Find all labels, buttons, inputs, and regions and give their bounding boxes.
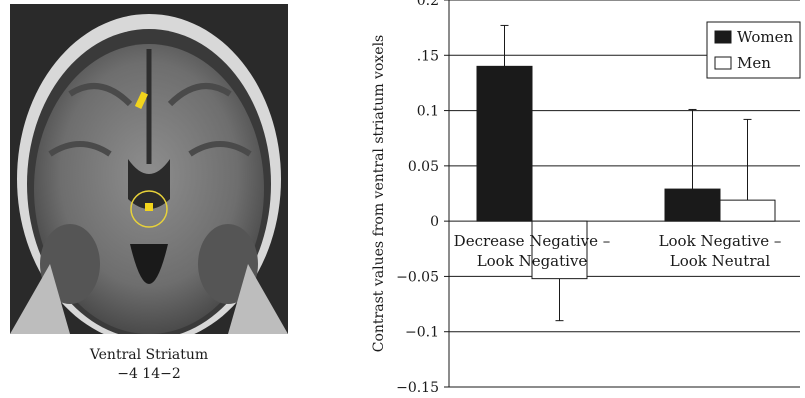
category-label-1-line0: Look Negative – bbox=[659, 232, 782, 250]
category-label-1-line1: Look Neutral bbox=[670, 252, 771, 270]
region-highlight-circle bbox=[130, 190, 168, 228]
category-label-0-line1: Look Negative bbox=[477, 252, 588, 270]
bar-women-0 bbox=[476, 65, 533, 222]
legend: Women Men bbox=[706, 21, 801, 79]
brain-caption-line1: Ventral Striatum bbox=[89, 347, 209, 363]
y-tick-label: 0 bbox=[430, 214, 439, 230]
y-tick-label: −0.1 bbox=[405, 325, 439, 341]
error-bars bbox=[500, 24, 752, 322]
bar-women-1 bbox=[664, 188, 721, 222]
legend-label-women: Women bbox=[737, 28, 794, 46]
y-tick-label: −0.05 bbox=[396, 269, 439, 285]
y-tick-label: 0.1 bbox=[417, 104, 439, 120]
y-tick-label: 0.05 bbox=[408, 159, 439, 175]
bar-men-1 bbox=[719, 199, 776, 222]
y-tick-label: .15 bbox=[417, 48, 439, 64]
brain-caption-line2: −4 14−2 bbox=[117, 366, 181, 382]
y-tick-label: 0.2 bbox=[417, 0, 439, 9]
legend-swatch-women bbox=[714, 30, 732, 44]
brain-scan-image bbox=[10, 4, 288, 334]
legend-swatch-men bbox=[714, 56, 732, 70]
y-tick-label: −0.15 bbox=[396, 380, 439, 396]
y-axis-label: Contrast values from ventral striatum vo… bbox=[371, 35, 387, 352]
activation-spot-striatum bbox=[145, 203, 153, 211]
bar-men-0 bbox=[531, 220, 588, 280]
category-labels: Decrease Negative – Look Negative Look Neg… bbox=[454, 232, 782, 270]
legend-label-men: Men bbox=[737, 54, 771, 72]
activation-spot-upper bbox=[134, 91, 149, 109]
brain-caption: Ventral Striatum −4 14−2 bbox=[10, 346, 288, 384]
category-label-0-line0: Decrease Negative – bbox=[454, 232, 611, 250]
bars bbox=[476, 65, 776, 280]
y-axis-ticks: −0.15 −0.1 −0.05 0 0.05 0.1 .15 0.2 bbox=[396, 0, 449, 396]
